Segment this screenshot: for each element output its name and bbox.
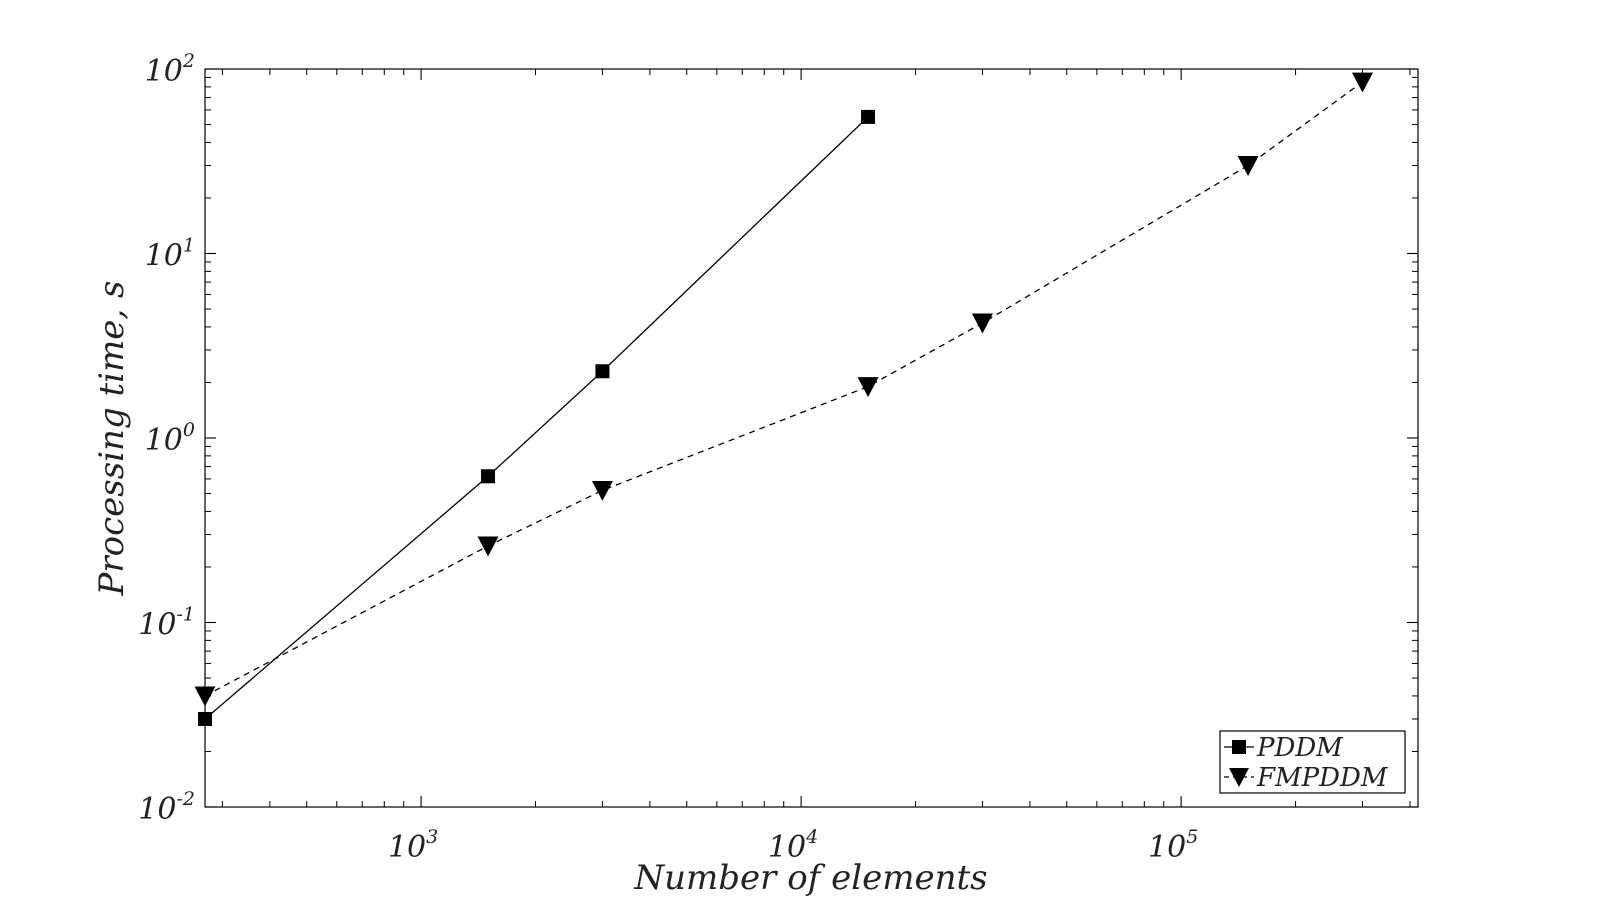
tick-label-exponent: -2 — [176, 788, 195, 810]
y-tick-label: 10-2 — [138, 788, 195, 827]
legend-label-fmpddm: FMPDDM — [1256, 763, 1389, 793]
legend-marker-fmpddm — [1229, 768, 1249, 787]
plot-area — [204, 68, 1419, 808]
series-line-pddm — [204, 116, 869, 720]
tick-label-exponent: 5 — [1186, 826, 1198, 848]
data-point-fmpddm — [477, 536, 499, 557]
legend-label-pddm: PDDM — [1256, 733, 1344, 763]
data-point-fmpddm — [857, 377, 879, 398]
y-tick-label: 101 — [145, 235, 195, 274]
x-tick-labels: 103 104 105 — [388, 826, 1198, 865]
tick-label-exponent: 2 — [182, 50, 195, 72]
tick-label-base: 10 — [768, 830, 806, 865]
y-tick-label: 100 — [145, 419, 195, 458]
tick-label-base: 10 — [145, 423, 183, 458]
tick-label-exponent: 0 — [183, 419, 195, 441]
tick-label-base: 10 — [138, 792, 176, 827]
minor-ticks — [205, 69, 1418, 807]
data-point-pddm — [595, 364, 610, 379]
tick-label-exponent: -1 — [176, 604, 195, 626]
tick-label-base: 10 — [138, 608, 176, 643]
data-point-pddm — [481, 469, 496, 484]
x-tick-label: 105 — [1148, 826, 1198, 865]
data-point-pddm — [861, 109, 876, 124]
tick-label-exponent: 1 — [183, 235, 195, 257]
data-point-fmpddm — [1237, 156, 1259, 176]
tick-label-base: 10 — [388, 830, 426, 865]
series-fmpddm — [194, 72, 1373, 707]
legend-entry-pddm: PDDM — [1224, 733, 1344, 763]
tick-label-base: 10 — [1148, 830, 1186, 865]
legend-marker-pddm — [1232, 740, 1246, 754]
data-point-fmpddm — [591, 480, 613, 501]
data-point-pddm — [198, 711, 212, 726]
series-pddm — [198, 109, 876, 726]
x-axis-label: Number of elements — [633, 858, 987, 898]
tick-label-base: 10 — [145, 239, 183, 274]
y-tick-label: 10-1 — [138, 604, 195, 643]
y-axis-label: Processing time, s — [92, 281, 132, 597]
tick-label-base: 10 — [145, 54, 183, 89]
legend-entry-fmpddm: FMPDDM — [1224, 763, 1389, 793]
data-point-fmpddm — [1351, 72, 1373, 93]
tick-label-exponent: 4 — [805, 826, 818, 848]
major-ticks — [205, 68, 1418, 808]
data-point-fmpddm — [194, 686, 216, 707]
y-tick-label: 102 — [145, 50, 195, 89]
legend-box — [1219, 730, 1406, 794]
x-tick-label: 103 — [388, 826, 438, 865]
x-tick-label: 104 — [768, 826, 818, 865]
series-layer — [194, 72, 1373, 726]
tick-label-exponent: 3 — [426, 826, 438, 848]
data-point-fmpddm — [971, 313, 993, 334]
